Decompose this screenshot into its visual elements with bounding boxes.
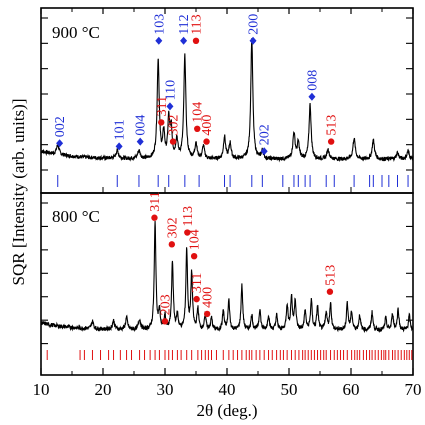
reference-tick-rows [46,175,413,360]
x-tick-label: 10 [33,380,50,399]
peak-index-label: 104 [188,229,203,250]
peak-index-label: 400 [200,115,215,136]
peak-index-label: 112 [177,14,192,34]
peak-index-label: 104 [191,102,206,123]
peak-marker-dot [193,295,200,303]
peak-index-label: 101 [113,119,128,140]
peak-marker-dot [326,288,334,295]
peak-index-label: 110 [163,80,178,100]
peak-marker-dot [161,318,169,325]
peak-marker-diamond [136,137,144,146]
peak-marker-diamond [56,139,64,148]
panel-900-title: 900 °C [52,23,100,42]
y-axis-ticks [41,17,413,345]
peak-marker-dot [203,138,210,145]
peak-index-label: 311 [155,96,170,116]
peak-index-label: 103 [152,14,167,35]
diffraction-traces [40,38,414,334]
peak-index-label: 302 [167,115,182,136]
peak-index-label: 311 [148,191,163,211]
peak-marker-dot [168,241,176,248]
peak-marker-dot [192,37,200,44]
x-tick-label: 40 [219,380,236,399]
peak-index-label: 004 [134,115,149,136]
peak-marker-dot [151,214,158,221]
peak-index-label: 302 [165,217,180,238]
peak-index-label: 002 [53,116,68,137]
peak-marker-diamond [180,36,188,45]
peak-index-label: 513 [325,115,340,136]
peak-index-label: 008 [305,70,320,91]
peak-index-label: 400 [201,287,216,308]
peak-marker-dot [327,138,335,145]
x-tick-label: 60 [343,380,360,399]
peak-marker-dot [190,253,198,260]
peak-index-label: 311 [190,273,205,293]
peak-marker-dot [158,119,165,126]
x-tick-label: 30 [157,380,174,399]
x-tick-label: 20 [95,380,112,399]
peak-marker-dot [203,310,211,318]
x-axis-ticks: 10 20 30 40 50 60 70 [33,8,422,399]
peak-marker-diamond [249,36,257,45]
peak-marker-diamond [115,142,123,151]
panel-800-title: 800 °C [52,207,100,226]
peak-marker-diamond [155,36,163,45]
peak-index-label: 113 [190,14,205,34]
peak-marker-diamond [308,92,316,101]
peak-marker-dot [184,229,191,236]
peak-index-label: 513 [323,265,338,286]
peak-marker-diamond [260,147,268,156]
peak-marker-dot [194,125,201,132]
x-axis-label: 2θ (deg.) [196,401,257,420]
trace-line-800 [40,220,414,334]
peak-index-label: 202 [258,124,273,145]
trace-line-900 [40,38,414,163]
peak-marker-diamond [166,102,174,111]
peak-index-label: 203 [159,294,174,315]
y-axis-label: SQR [Intensity (arb. units)] [9,99,28,286]
x-tick-label: 50 [281,380,298,399]
peak-index-label: 200 [247,14,262,35]
peak-index-label: 113 [181,206,196,226]
x-tick-label: 70 [405,380,422,399]
peak-marker-dot [169,138,177,145]
